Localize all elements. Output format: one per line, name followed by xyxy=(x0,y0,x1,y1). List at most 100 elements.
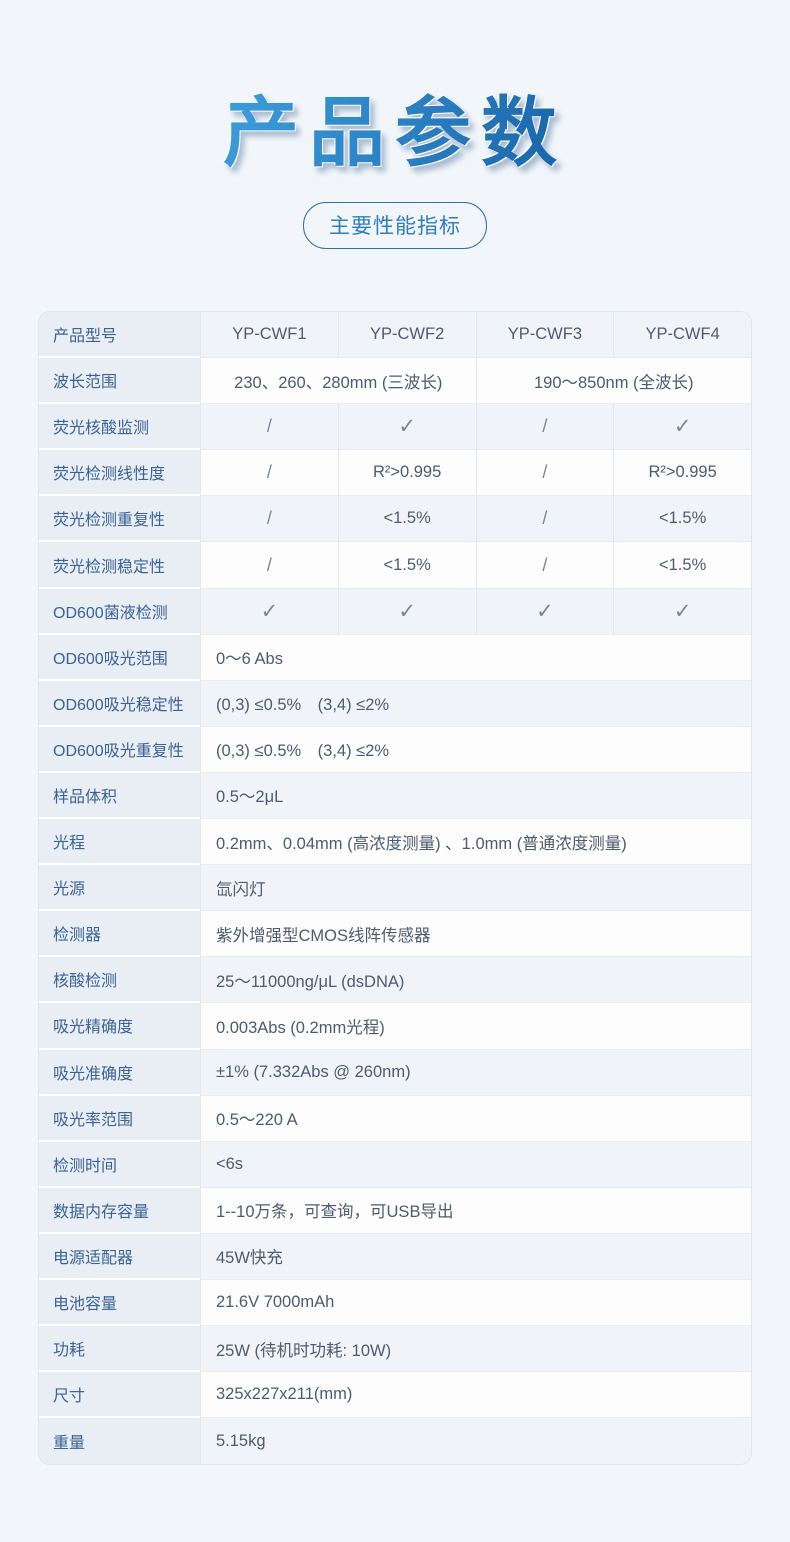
spec-label: 荧光检测重复性 xyxy=(39,496,200,543)
spec-value: 230、260、280mm (三波长) xyxy=(200,358,476,405)
spec-value: YP-CWF3 xyxy=(475,312,614,359)
spec-value: 紫外增强型CMOS线阵传感器 xyxy=(200,911,751,958)
spec-table-rows: 产品型号 YP-CWF1 YP-CWF2 YP-CWF3 YP-CWF4 波长范围 230、… xyxy=(39,312,751,1465)
table-row: 吸光精确度 0.003Abs (0.2mm光程) xyxy=(39,1003,751,1050)
spec-value: 0～6 Abs xyxy=(200,634,751,681)
table-row: 样品体积 0.5～2μL xyxy=(39,772,751,820)
spec-value: 0.5～2μL xyxy=(200,772,751,820)
spec-value: YP-CWF2 xyxy=(337,312,476,359)
spec-label: 光程 xyxy=(39,819,200,866)
spec-label: 光源 xyxy=(39,865,200,912)
spec-value: YP-CWF1 xyxy=(200,312,338,359)
table-row: 光源 氙闪灯 xyxy=(39,865,751,912)
spec-value: <1.5% xyxy=(613,496,751,543)
table-row: 尺寸 325x227x211(mm) xyxy=(39,1372,751,1419)
page-title: 产品参数 xyxy=(223,91,567,176)
table-row: 吸光准确度 ±1% (7.332Abs @ 260nm) xyxy=(39,1049,751,1096)
check-mark: ✓ xyxy=(613,588,751,635)
table-row: OD600菌液检测 ✓ ✓ ✓ ✓ xyxy=(39,588,751,635)
spec-value: 1--10万条，可查询，可USB导出 xyxy=(200,1187,751,1234)
spec-label: 尺寸 xyxy=(39,1372,200,1419)
spec-label: 波长范围 xyxy=(39,358,200,405)
slash-mark: / xyxy=(475,450,614,497)
spec-value: YP-CWF4 xyxy=(613,312,751,359)
spec-label: 吸光率范围 xyxy=(39,1095,200,1142)
spec-value: 5.15kg xyxy=(200,1418,751,1465)
table-row: 数据内存容量 1--10万条，可查询，可USB导出 xyxy=(39,1187,751,1234)
section-badge: 主要性能指标 xyxy=(303,201,487,249)
spec-label: OD600吸光重复性 xyxy=(39,726,200,773)
spec-label: 荧光检测稳定性 xyxy=(39,542,200,589)
spec-label: 数据内存容量 xyxy=(39,1187,200,1234)
slash-mark: / xyxy=(200,496,338,543)
page-header: 产品参数 xyxy=(0,0,790,176)
check-mark: ✓ xyxy=(200,588,338,635)
spec-value: 25W (待机时功耗: 10W) xyxy=(200,1326,751,1373)
table-row: 检测器 紫外增强型CMOS线阵传感器 xyxy=(39,911,751,958)
spec-label: 样品体积 xyxy=(39,772,200,820)
table-row: 重量 5.15kg xyxy=(39,1418,751,1465)
spec-value: 190～850nm (全波长) xyxy=(475,358,751,405)
spec-value: 325x227x211(mm) xyxy=(200,1372,751,1419)
table-row: 荧光检测重复性 / <1.5% / <1.5% xyxy=(39,496,751,543)
spec-label: 检测器 xyxy=(39,911,200,958)
spec-label: 电源适配器 xyxy=(39,1233,200,1280)
spec-value: <1.5% xyxy=(337,542,476,589)
table-row: 电源适配器 45W快充 xyxy=(39,1233,751,1280)
table-row: 波长范围 230、260、280mm (三波长) 190～850nm (全波长) xyxy=(39,358,751,405)
spec-value: 0.003Abs (0.2mm光程) xyxy=(200,1003,751,1050)
table-row: OD600吸光稳定性 (0,3) ≤0.5% (3,4) ≤2% xyxy=(39,680,751,727)
spec-label: 荧光检测线性度 xyxy=(39,450,200,497)
spec-label: OD600吸光稳定性 xyxy=(39,680,200,727)
check-mark: ✓ xyxy=(337,404,476,451)
slash-mark: / xyxy=(200,542,338,589)
spec-label: 吸光准确度 xyxy=(39,1049,200,1096)
table-row: 荧光检测线性度 / R²>0.995/R²>0.995 xyxy=(39,450,751,497)
spec-label: 荧光核酸监测 xyxy=(39,404,200,451)
spec-label: 核酸检测 xyxy=(39,957,200,1004)
spec-label: 功耗 xyxy=(39,1326,200,1373)
slash-mark: / xyxy=(475,542,614,589)
spec-label: OD600菌液检测 xyxy=(39,588,200,635)
check-mark: ✓ xyxy=(613,404,751,451)
slash-mark: / xyxy=(200,450,338,497)
spec-value: 21.6V 7000mAh xyxy=(200,1279,751,1327)
spec-value: R²>0.995 xyxy=(337,450,476,497)
spec-value: (0,3) ≤0.5% (3,4) ≤2% xyxy=(200,726,751,773)
badge-container: 主要性能指标 xyxy=(0,201,790,249)
table-row: 荧光核酸监测 / ✓ / ✓ xyxy=(39,404,751,451)
spec-value: ±1% (7.332Abs @ 260nm) xyxy=(200,1049,751,1096)
spec-value: 0.5～220 A xyxy=(200,1095,751,1142)
table-row: 功耗 25W (待机时功耗: 10W) xyxy=(39,1326,751,1373)
slash-mark: / xyxy=(475,404,614,451)
spec-label: 吸光精确度 xyxy=(39,1003,200,1050)
check-mark: ✓ xyxy=(337,588,476,635)
slash-mark: / xyxy=(200,404,338,451)
spec-label: 产品型号 xyxy=(39,312,200,359)
table-row: 吸光率范围 0.5～220 A xyxy=(39,1095,751,1142)
table-row: 荧光检测稳定性 / <1.5% / <1.5% xyxy=(39,542,751,589)
spec-label: OD600吸光范围 xyxy=(39,634,200,681)
table-row: OD600吸光范围 0～6 Abs xyxy=(39,634,751,681)
table-row: 电池容量 21.6V 7000mAh xyxy=(39,1279,751,1327)
spec-value: (0,3) ≤0.5% (3,4) ≤2% xyxy=(200,680,751,727)
spec-label: 重量 xyxy=(39,1418,200,1465)
spec-label: 电池容量 xyxy=(39,1279,200,1327)
table-row: OD600吸光重复性 (0,3) ≤0.5% (3,4) ≤2% xyxy=(39,726,751,773)
spec-value: <1.5% xyxy=(613,542,751,589)
spec-value: 45W快充 xyxy=(200,1233,751,1280)
slash-mark: / xyxy=(475,496,614,543)
spec-value: 25～11000ng/μL (dsDNA) xyxy=(200,957,751,1004)
spec-value: 0.2mm、0.04mm (高浓度测量) 、1.0mm (普通浓度测量) xyxy=(200,819,751,866)
spec-value: <6s xyxy=(200,1141,751,1188)
table-row: 核酸检测 25～11000ng/μL (dsDNA) xyxy=(39,957,751,1004)
spec-label: 检测时间 xyxy=(39,1141,200,1188)
table-row: 检测时间 <6s xyxy=(39,1141,751,1188)
spec-value: <1.5% xyxy=(337,496,476,543)
spec-value: R²>0.995 xyxy=(613,450,751,497)
table-row: 光程 0.2mm、0.04mm (高浓度测量) 、1.0mm (普通浓度测量) xyxy=(39,819,751,866)
spec-value: 氙闪灯 xyxy=(200,865,751,912)
spec-table: 产品型号 YP-CWF1 YP-CWF2 YP-CWF3 YP-CWF4 波长范围 230、… xyxy=(38,311,752,1466)
table-row: 产品型号 YP-CWF1 YP-CWF2 YP-CWF3 YP-CWF4 xyxy=(39,312,751,359)
